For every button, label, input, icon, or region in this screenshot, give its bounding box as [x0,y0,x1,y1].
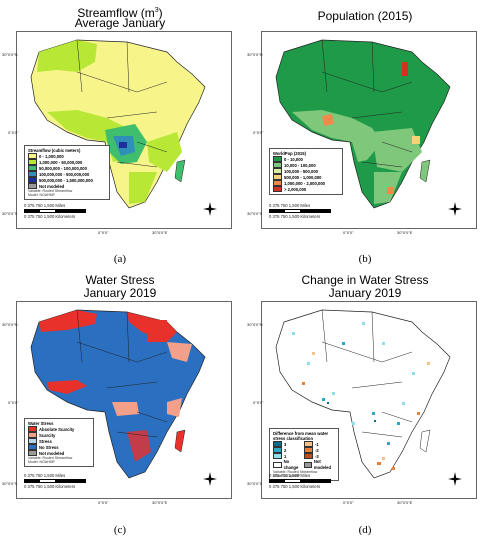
legend-footnote: Variable: Routed Streamflow [28,456,73,461]
legend-footnote: Model: NOAHMP [28,193,55,198]
legend-item: 500,000 - 1,000,000 [273,174,339,181]
panel-d: Change in Water Stress January 2019 [247,270,477,550]
legend-item: No Stress [28,444,90,451]
legend-title: Water Stress [28,421,54,426]
population-legend: WorldPop (2015) 0 - 10,000 10,000 - 100,… [269,148,343,196]
panel-caption: (d) [358,524,372,536]
lon-label-30e: 30°0'0"E [152,230,168,235]
north-arrow-icon [202,471,218,487]
panel-b: Population (2015) 30°0'0"N 0°0'0" 30°0'0… [247,0,477,280]
legend-item: 100,000,000 - 500,000,000 [28,171,106,178]
scale-bar: 0 375 750 1,500 Miles 0 375 750 1,500 Ki… [269,203,331,219]
legend-item: Not modeled [28,450,90,457]
legend-item: 0 - 1,000,000 [28,153,106,160]
lat-label-north: 30°0'0"N [247,52,263,57]
north-arrow-icon [447,201,463,217]
legend-item: 500,000,000 - 1,500,000,000 [28,177,106,184]
scale-bar-graphic [24,479,86,483]
scale-bar: 0 375 750 1,500 Miles 0 375 750 1,500 Ki… [24,473,86,489]
north-arrow-icon [447,471,463,487]
lat-label-south: 30°0'0"S [247,211,263,216]
legend-item: 10,000 - 100,000 [273,162,339,169]
legend-item: 100,000 - 500,000 [273,168,339,175]
scale-km: 0 375 750 1,500 Kilometers [269,214,321,219]
legend-item: Absolute Scarcity [28,426,90,433]
legend-item: Stress [28,438,90,445]
legend-title: Streamflow (cubic meters) [28,148,81,153]
legend-footnote: Model: NOAHMP [273,473,300,478]
scale-bar-graphic [269,479,331,483]
lat-label-equator: 0°0'0" [253,130,264,135]
lon-label-0: 0°0'0" [343,500,354,505]
scale-bar: 0 375 750 1,500 Miles 0 375 750 1,500 Ki… [269,473,331,489]
lat-label-equator: 0°0'0" [253,400,264,405]
legend-title: WorldPop (2015) [273,151,306,156]
north-arrow-icon [202,201,218,217]
lat-label-north: 30°0'0"N [247,322,263,327]
population-map [261,31,477,229]
legend-item: 50,000,000 - 100,000,000 [28,165,106,172]
scale-miles: 0 375 750 1,500 Miles [269,203,311,208]
panel-caption: (b) [358,253,372,265]
panel-subtitle: January 2019 [83,286,157,300]
panel-subtitle: January 2019 [328,286,402,300]
panel-a: Streamflow (m3) Average January 30°0'0"N… [2,0,232,280]
scale-miles: 0 375 750 1,500 Miles [269,473,311,478]
legend-item: 1,000,000 - 2,000,000 [273,180,339,187]
panel-title: Population (2015) [317,9,413,23]
streamflow-legend: Streamflow (cubic meters) 0 - 1,000,000 … [24,145,110,201]
legend-item: Not modeled [304,459,335,470]
lat-label-south: 30°0'0"S [247,481,263,486]
lat-label-equator: 0°0'0" [8,400,19,405]
lat-label-equator: 0°0'0" [8,130,19,135]
panel-c: Water Stress January 2019 30°0'0"N 0°0'0… [2,270,232,550]
lat-label-north: 30°0'0"N [2,52,18,57]
panel-caption: (a) [113,253,127,265]
legend-item: Scarcity [28,432,90,439]
legend-item: 1 [273,453,304,460]
legend-footnote: Model: NOAHMP [28,460,55,465]
water-stress-legend: Water Stress Absolute Scarcity Scarcity … [24,418,94,468]
legend-item: 3 [273,441,304,448]
legend-footnote: Variable: Routed Streamflow [28,189,73,194]
legend-item: -2 [304,447,335,454]
panel-title: Change in Water Stress [301,273,429,287]
scale-km: 0 375 750 1,500 Kilometers [24,214,76,219]
change-legend: Difference from mean water stress classi… [269,428,339,481]
lon-label-30e: 30°0'0"E [152,500,168,505]
panel-title: Streamflow (m3) [77,6,163,20]
panel-subtitle: Average January [74,16,166,30]
lon-label-0: 0°0'0" [98,230,109,235]
scale-km: 0 375 750 1,500 Kilometers [24,484,76,489]
legend-item: No change [273,459,304,470]
scale-bar: 0 375 750 1,500 Miles 0 375 750 1,500 Ki… [24,203,86,219]
legend-footnote: Variable: Routed Streamflow [273,469,318,474]
scale-bar-graphic [24,209,86,213]
legend-item: 0 - 10,000 [273,156,339,163]
panel-caption: (c) [113,524,127,536]
legend-item: 2 [273,447,304,454]
lon-label-0: 0°0'0" [98,500,109,505]
legend-title: Difference from mean water stress classi… [273,431,329,442]
lat-label-south: 30°0'0"S [2,211,18,216]
lon-label-30e: 30°0'0"E [397,500,413,505]
lon-label-0: 0°0'0" [343,230,354,235]
legend-item: -1 [304,441,335,448]
legend-item: Not modeled [28,183,106,190]
panel-title: Water Stress [85,273,155,287]
water-stress-map [16,301,232,499]
scale-km: 0 375 750 1,500 Kilometers [269,484,321,489]
legend-item: > 2,000,000 [273,186,339,193]
scale-bar-graphic [269,209,331,213]
lat-label-north: 30°0'0"N [2,322,18,327]
scale-miles: 0 375 750 1,500 Miles [24,203,66,208]
legend-item: -3 [304,453,335,460]
lat-label-south: 30°0'0"S [2,481,18,486]
lon-label-30e: 30°0'0"E [397,230,413,235]
legend-item: 1,000,000 - 50,000,000 [28,159,106,166]
scale-miles: 0 375 750 1,500 Miles [24,473,66,478]
